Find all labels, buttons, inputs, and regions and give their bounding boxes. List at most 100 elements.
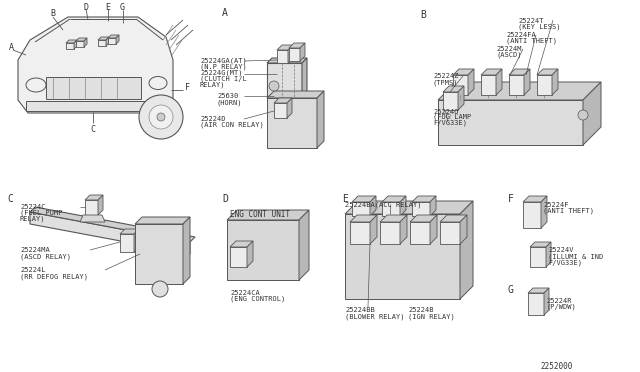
Polygon shape bbox=[524, 69, 530, 95]
Polygon shape bbox=[277, 45, 293, 50]
Text: 25224CA: 25224CA bbox=[230, 290, 260, 296]
Text: ENG CONT UNIT: ENG CONT UNIT bbox=[230, 210, 290, 219]
Circle shape bbox=[139, 95, 183, 139]
Polygon shape bbox=[76, 41, 84, 47]
Text: 25224GA(AT): 25224GA(AT) bbox=[200, 58, 247, 64]
Text: (TPMS): (TPMS) bbox=[433, 79, 458, 86]
Polygon shape bbox=[352, 202, 370, 216]
Polygon shape bbox=[370, 196, 376, 216]
Text: C: C bbox=[7, 194, 13, 204]
Polygon shape bbox=[183, 217, 190, 284]
Polygon shape bbox=[66, 40, 77, 43]
Polygon shape bbox=[108, 35, 119, 38]
Polygon shape bbox=[523, 202, 541, 228]
Polygon shape bbox=[230, 241, 253, 247]
Polygon shape bbox=[300, 43, 305, 61]
Polygon shape bbox=[135, 217, 190, 224]
Polygon shape bbox=[352, 196, 376, 202]
Polygon shape bbox=[430, 196, 436, 216]
Circle shape bbox=[269, 81, 279, 91]
Text: A: A bbox=[9, 42, 14, 51]
Text: 2252000: 2252000 bbox=[540, 362, 572, 371]
Text: (FOG LAMP: (FOG LAMP bbox=[433, 114, 471, 121]
Text: D: D bbox=[222, 194, 228, 204]
Polygon shape bbox=[30, 212, 190, 254]
Text: (FUEL PUMP: (FUEL PUMP bbox=[20, 210, 63, 217]
Polygon shape bbox=[274, 103, 287, 118]
Polygon shape bbox=[496, 69, 502, 95]
Polygon shape bbox=[509, 75, 524, 95]
Polygon shape bbox=[350, 222, 370, 244]
Polygon shape bbox=[443, 92, 458, 110]
Text: (P/WDW): (P/WDW) bbox=[546, 304, 576, 311]
Polygon shape bbox=[120, 234, 134, 252]
Polygon shape bbox=[85, 200, 98, 215]
Polygon shape bbox=[537, 69, 558, 75]
Polygon shape bbox=[453, 75, 468, 95]
Text: (BLOWER RELAY): (BLOWER RELAY) bbox=[345, 313, 404, 320]
Polygon shape bbox=[541, 196, 547, 228]
Polygon shape bbox=[134, 229, 139, 252]
Polygon shape bbox=[530, 247, 546, 267]
Polygon shape bbox=[481, 75, 496, 95]
FancyBboxPatch shape bbox=[46, 77, 141, 99]
Polygon shape bbox=[460, 215, 467, 244]
Polygon shape bbox=[410, 222, 430, 244]
Polygon shape bbox=[544, 288, 549, 315]
Circle shape bbox=[149, 105, 173, 129]
Polygon shape bbox=[523, 196, 547, 202]
Text: 25224BB: 25224BB bbox=[345, 307, 375, 313]
Text: 25224V: 25224V bbox=[548, 247, 573, 253]
Text: (AIR CON RELAY): (AIR CON RELAY) bbox=[200, 122, 264, 128]
Text: 25224MA: 25224MA bbox=[20, 247, 50, 253]
Polygon shape bbox=[400, 215, 407, 244]
Polygon shape bbox=[288, 45, 293, 63]
Polygon shape bbox=[274, 98, 292, 103]
Polygon shape bbox=[443, 86, 464, 92]
Polygon shape bbox=[530, 242, 551, 247]
Polygon shape bbox=[380, 222, 400, 244]
Text: 25224D: 25224D bbox=[200, 116, 225, 122]
Text: F/VG33E): F/VG33E) bbox=[433, 120, 467, 126]
Text: (ANTI THEFT): (ANTI THEFT) bbox=[506, 38, 557, 45]
Polygon shape bbox=[227, 220, 299, 280]
Text: 25224B: 25224B bbox=[408, 307, 433, 313]
Polygon shape bbox=[382, 196, 406, 202]
Text: E: E bbox=[342, 194, 348, 204]
Polygon shape bbox=[412, 202, 430, 216]
Polygon shape bbox=[267, 98, 317, 148]
Polygon shape bbox=[247, 241, 253, 267]
Text: (ENG CONTROL): (ENG CONTROL) bbox=[230, 296, 285, 302]
Text: (CLUTCH I/L: (CLUTCH I/L bbox=[200, 76, 247, 83]
Polygon shape bbox=[438, 82, 601, 100]
Polygon shape bbox=[98, 37, 109, 40]
Polygon shape bbox=[230, 247, 247, 267]
Polygon shape bbox=[412, 196, 436, 202]
Polygon shape bbox=[400, 196, 406, 216]
Polygon shape bbox=[453, 69, 474, 75]
Text: F: F bbox=[508, 194, 514, 204]
Polygon shape bbox=[106, 37, 109, 46]
Text: 25224FA: 25224FA bbox=[506, 32, 536, 38]
Polygon shape bbox=[528, 293, 544, 315]
Polygon shape bbox=[537, 75, 552, 95]
Circle shape bbox=[157, 113, 165, 121]
Polygon shape bbox=[18, 17, 173, 113]
Polygon shape bbox=[267, 58, 307, 63]
Polygon shape bbox=[277, 50, 288, 63]
Polygon shape bbox=[440, 215, 467, 222]
Polygon shape bbox=[481, 69, 502, 75]
Text: G: G bbox=[120, 3, 125, 12]
Text: (RR DEFOG RELAY): (RR DEFOG RELAY) bbox=[20, 273, 88, 279]
Polygon shape bbox=[345, 201, 473, 214]
Text: E: E bbox=[105, 3, 110, 12]
Polygon shape bbox=[98, 195, 103, 215]
Polygon shape bbox=[440, 222, 460, 244]
Text: 25224G(MT): 25224G(MT) bbox=[200, 70, 243, 77]
Text: A: A bbox=[222, 8, 228, 18]
Text: 25224Q: 25224Q bbox=[433, 108, 458, 114]
FancyBboxPatch shape bbox=[26, 101, 168, 111]
Text: 25224F: 25224F bbox=[543, 202, 568, 208]
Polygon shape bbox=[289, 43, 305, 48]
Polygon shape bbox=[76, 38, 87, 41]
